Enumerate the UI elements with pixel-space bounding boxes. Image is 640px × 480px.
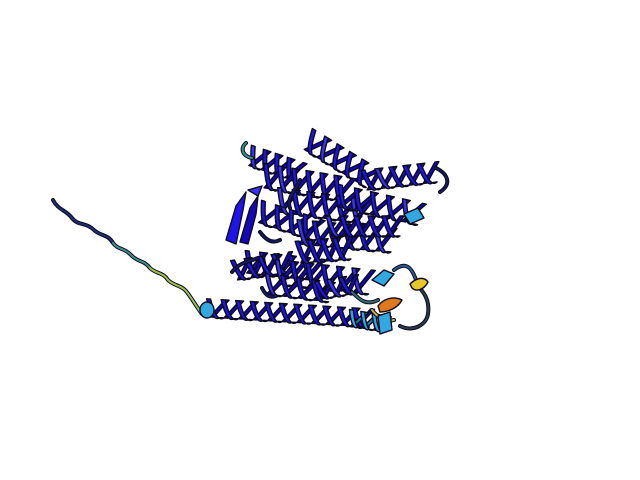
helix-turn-front xyxy=(274,204,288,233)
core-helices xyxy=(229,127,440,304)
helix-turn-front xyxy=(294,240,315,265)
helix-turn-front xyxy=(332,143,343,173)
helix-turn-front xyxy=(325,215,345,238)
helix-turn-front xyxy=(249,300,269,323)
helix-turn-front xyxy=(295,276,314,302)
helix-turn-front xyxy=(264,301,283,324)
helix-turn-front xyxy=(402,164,424,187)
helix-turn-front xyxy=(360,310,374,332)
helix-turn-front xyxy=(325,278,347,298)
helix-turn-front xyxy=(374,167,396,190)
helix-turn-front xyxy=(360,169,382,191)
helix-turn-front xyxy=(278,302,298,324)
helix-turn-front xyxy=(367,215,387,238)
helix-turn-front xyxy=(306,190,324,220)
helix-turn-front xyxy=(293,303,312,325)
helix-turn-front xyxy=(353,215,373,238)
helix-turn-front xyxy=(280,274,299,300)
helix-turn-front xyxy=(313,280,335,300)
helix-turn-front xyxy=(307,127,318,158)
helix-turn-front xyxy=(319,238,340,263)
helix-turn-front xyxy=(307,304,327,326)
long-helix xyxy=(205,298,393,334)
helix-turn-front xyxy=(331,237,352,262)
helix-turn-front xyxy=(348,308,363,330)
helix-turn-front xyxy=(319,135,330,166)
core-loops xyxy=(230,141,450,331)
helix-turn-front xyxy=(264,272,283,298)
helix-turn-front xyxy=(234,299,254,322)
helix-cyan-start xyxy=(199,301,215,319)
helix-turn-front xyxy=(305,169,321,199)
helix-turn-front xyxy=(250,144,262,171)
medium-confidence-segments xyxy=(371,207,425,335)
helix-turn-front xyxy=(388,166,410,188)
helix-turn-front xyxy=(337,183,355,212)
helix-turn-front xyxy=(344,150,355,181)
helix-turn-front xyxy=(339,215,359,238)
n-terminal-tail xyxy=(51,198,204,316)
helix-turn-front xyxy=(260,199,274,229)
helix-turn-front xyxy=(263,162,279,192)
helix-turn-front xyxy=(220,298,240,321)
helix-turn-front xyxy=(256,255,279,277)
helix-turn-front xyxy=(320,192,338,222)
helix-turn-front xyxy=(288,208,302,238)
helix-turn-front xyxy=(322,305,342,327)
beta-sheet xyxy=(225,185,263,245)
helix-turn-front xyxy=(353,187,371,216)
helix-turn-front xyxy=(277,165,293,195)
helix-turn-front xyxy=(416,162,438,185)
helix-turn-front xyxy=(381,215,401,238)
helix-turn-front xyxy=(306,239,327,264)
